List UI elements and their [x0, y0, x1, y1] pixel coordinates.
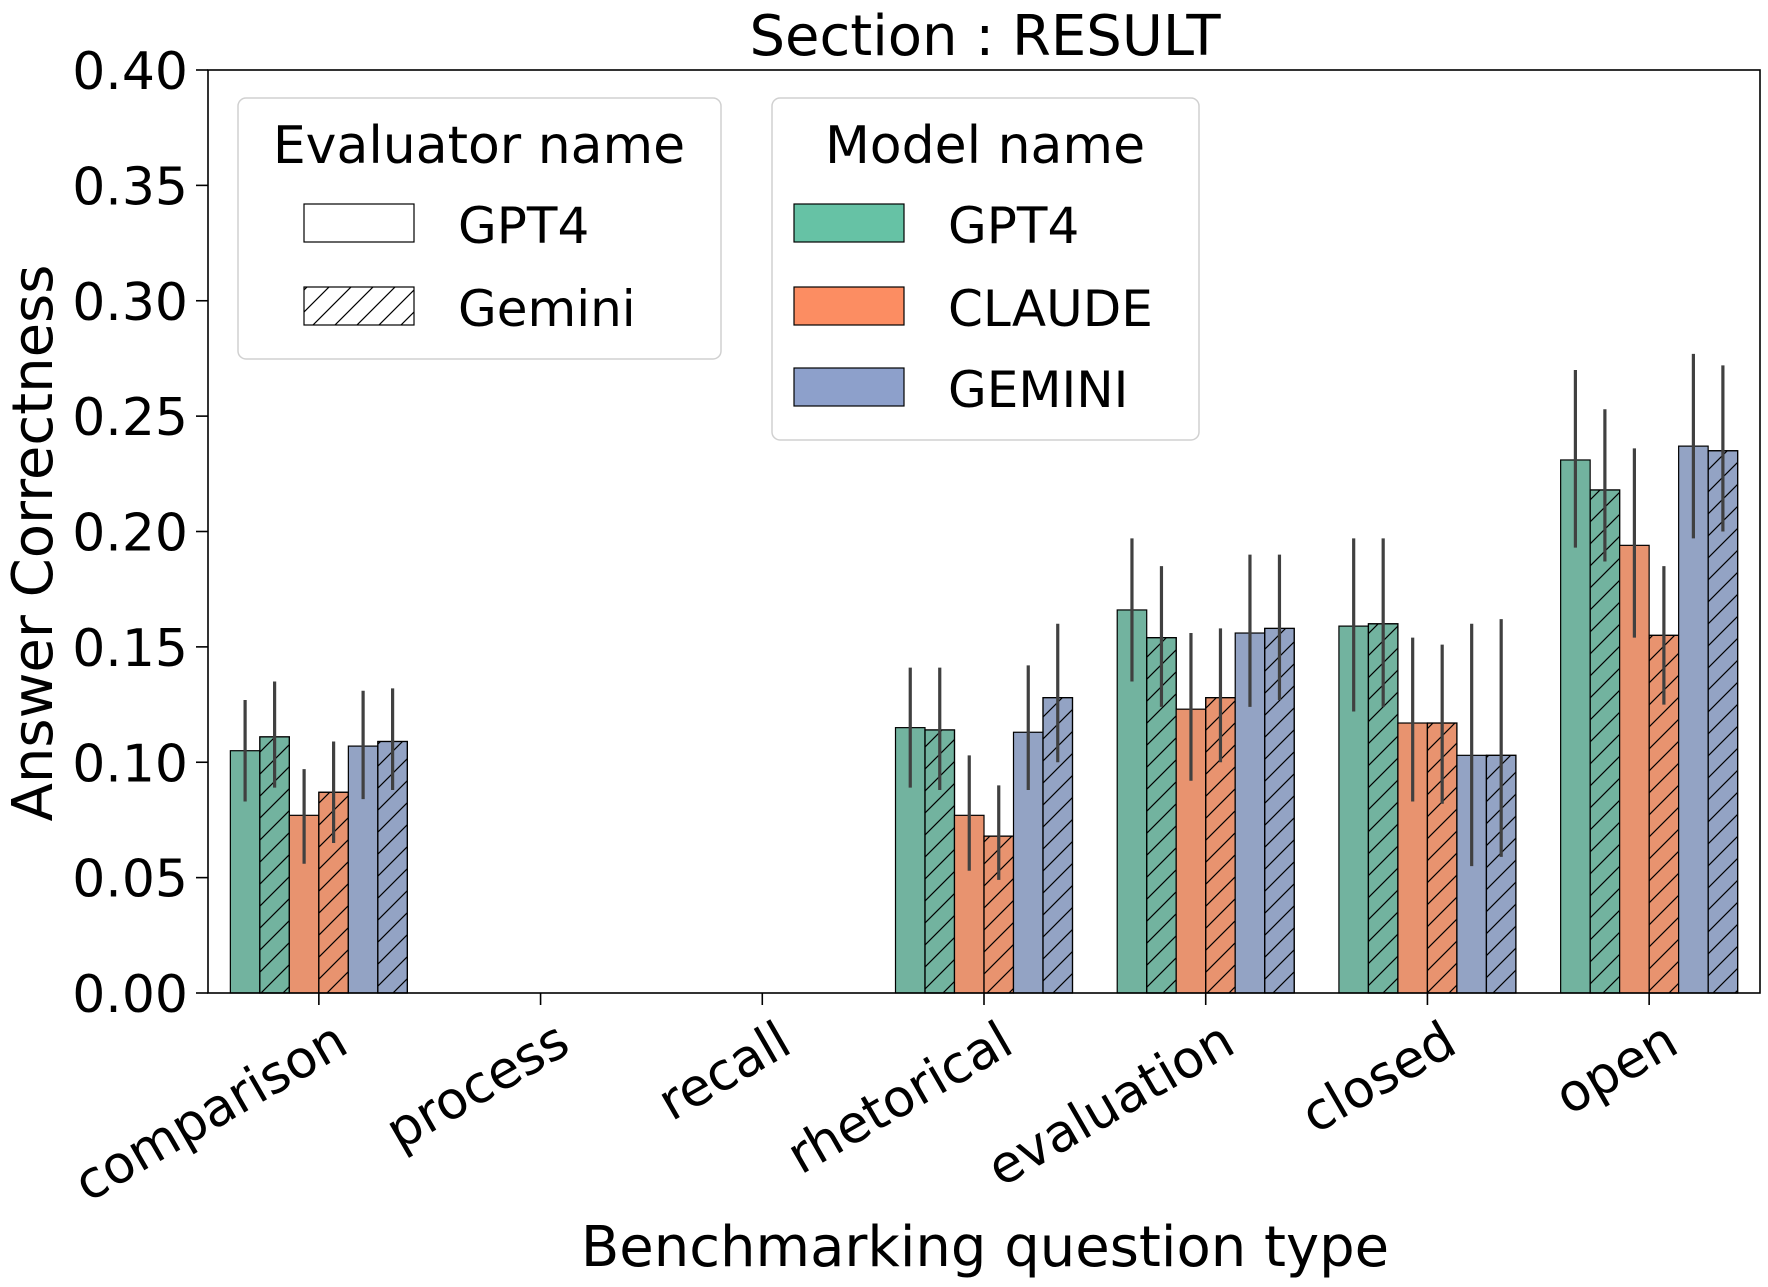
y-tick-label: 0.35 — [72, 157, 188, 217]
y-tick-label: 0.05 — [72, 850, 188, 910]
x-axis: comparison process recallrhetoricalevaluat… — [64, 993, 1688, 1214]
y-tick-label: 0.30 — [72, 273, 188, 333]
x-tick-label: evaluation — [977, 1010, 1244, 1199]
chart-title: Section : RESULT — [749, 4, 1221, 69]
legend-evaluator-swatch-gemini — [303, 286, 415, 326]
legend-model-label-claude: CLAUDE — [948, 280, 1153, 338]
x-tick-label: process — [376, 1010, 579, 1162]
legend-model-label-gpt4: GPT4 — [948, 197, 1079, 255]
legend-evaluator-swatch-gpt4 — [303, 203, 415, 243]
y-axis: 0.00 0.05 0.10 0.15 0.20 0.25 0.30 0.35 0.40 — [72, 42, 208, 1025]
legend-model-frame — [771, 97, 1200, 441]
legend-model: Model name GPT4 CLAUDE GEMINI — [771, 97, 1200, 441]
y-axis-label: Answer Correctness — [1, 265, 66, 822]
y-tick-label: 0.25 — [72, 388, 188, 448]
legend-model-swatch-gemini — [793, 367, 905, 407]
bar-open-gpt4-gpt4 — [1560, 459, 1591, 994]
error-bars — [243, 353, 1725, 880]
x-tick-label: comparison — [64, 1010, 357, 1214]
x-tick-label: recall — [648, 1010, 801, 1133]
legend-evaluator: Evaluator name GPT4 Gemini — [237, 97, 722, 360]
legend-model-title: Model name — [825, 116, 1145, 176]
legend-model-swatch-claude — [793, 286, 905, 326]
x-axis-label: Benchmarking question type — [581, 1215, 1389, 1280]
legend-model-label-gemini: GEMINI — [948, 361, 1128, 419]
y-tick-label: 0.00 — [72, 965, 188, 1025]
y-tick-label: 0.10 — [72, 734, 188, 794]
y-tick-label: 0.40 — [72, 42, 188, 102]
bar-open-gpt4-gemini-hatch — [1589, 489, 1621, 994]
bar-open-gemini-gemini-hatch — [1707, 450, 1739, 994]
x-tick-label: open — [1545, 1010, 1687, 1127]
legend-evaluator-label-gemini: Gemini — [458, 280, 636, 338]
legend-evaluator-label-gpt4: GPT4 — [458, 197, 589, 255]
bar-comparison-gemini-gemini-hatch — [377, 740, 408, 994]
y-tick-label: 0.20 — [72, 504, 188, 564]
x-tick-label: closed — [1291, 1010, 1466, 1145]
bars — [229, 445, 1739, 994]
y-tick-label: 0.15 — [72, 619, 188, 679]
legend-model-swatch-gpt4 — [793, 203, 905, 243]
plot-frame — [207, 69, 1761, 994]
legend-evaluator-title: Evaluator name — [273, 116, 685, 176]
